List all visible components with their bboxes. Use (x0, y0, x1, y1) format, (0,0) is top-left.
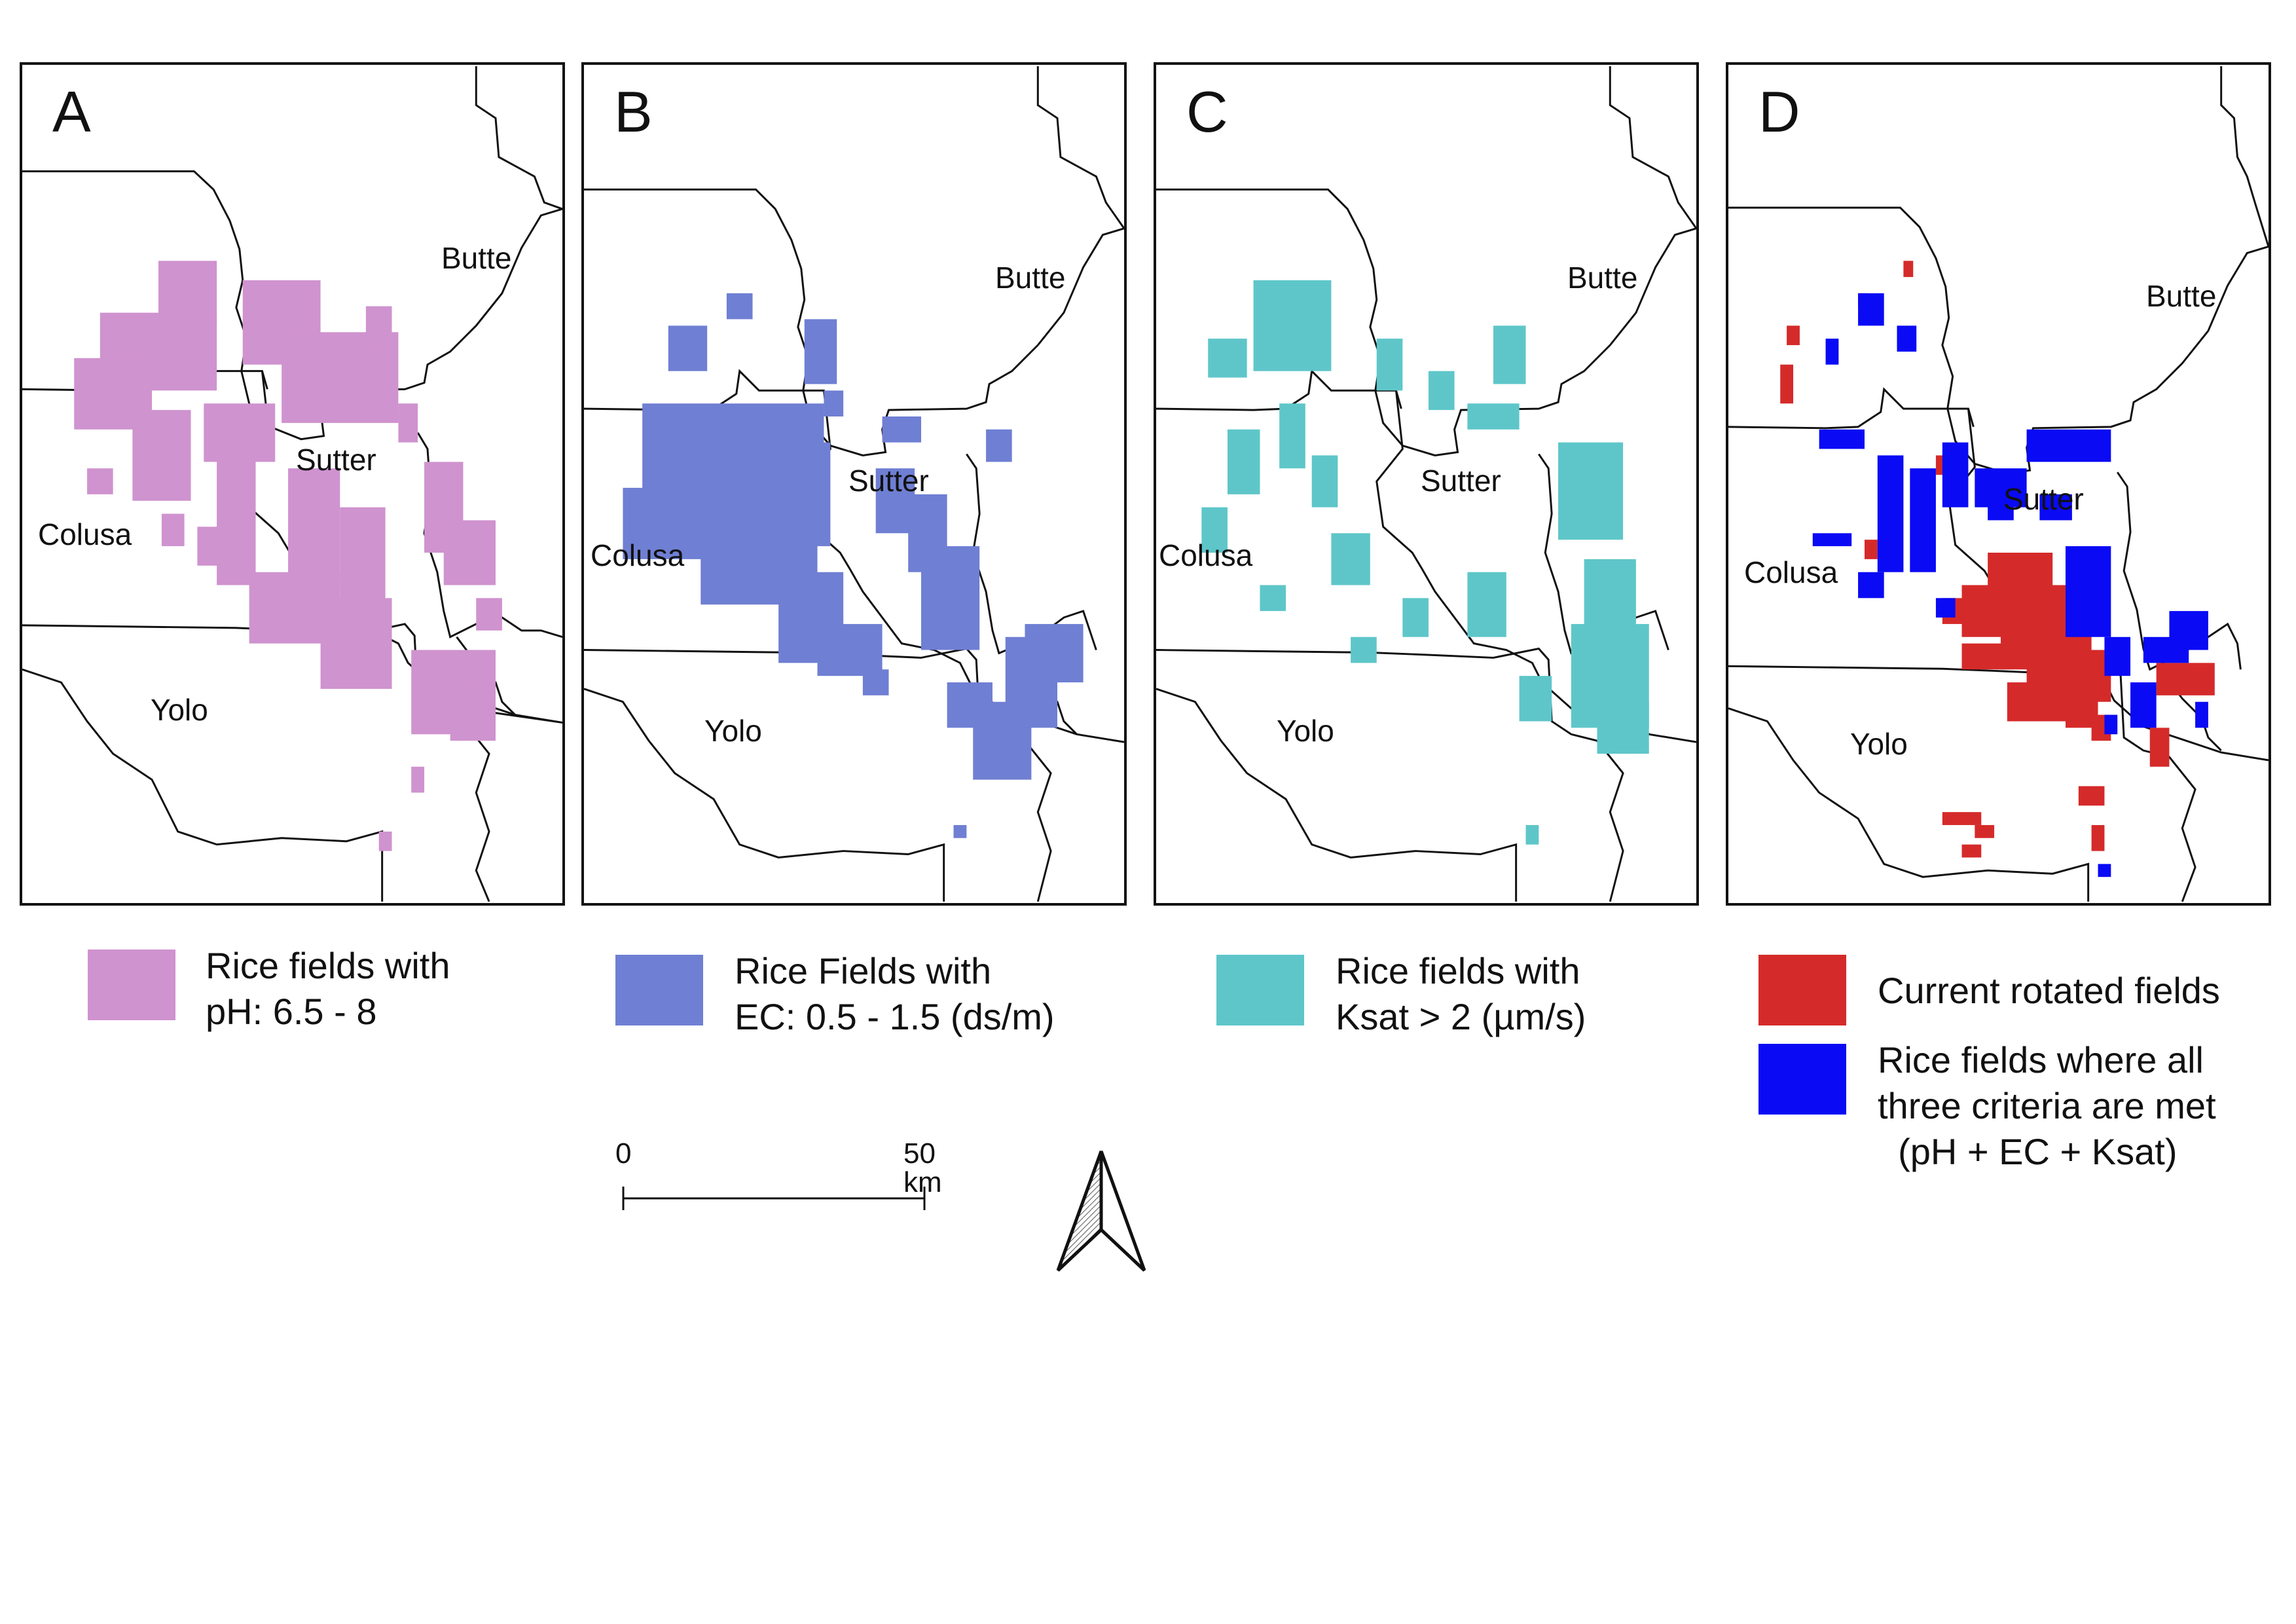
map-d-svg (1728, 66, 2269, 902)
legend-text-ksat-line1: Rice fields with (1336, 950, 1580, 991)
legend-swatch-ph (88, 950, 175, 1020)
map-b-svg (584, 66, 1124, 902)
scale-label-start: 0 (615, 1137, 632, 1170)
legend-text-rotated: Current rotated fields (1878, 970, 2220, 1011)
legend-swatch-rotated (1758, 955, 1846, 1025)
legend-text-criteria-line2: three criteria are met (1878, 1085, 2216, 1126)
county-label-yolo: Yolo (1277, 714, 1334, 748)
rice-fields-ec (623, 293, 1084, 838)
map-panel-c: C Butte Sutter Colusa Yolo (1154, 62, 1699, 906)
rice-fields-ksat (1201, 280, 1649, 845)
county-label-sutter: Sutter (848, 464, 929, 498)
panel-letter: A (52, 79, 91, 144)
county-label-sutter: Sutter (296, 443, 376, 477)
county-label-butte: Butte (1567, 261, 1638, 295)
county-label-colusa: Colusa (591, 538, 685, 572)
county-label-yolo: Yolo (151, 693, 208, 727)
county-label-butte: Butte (441, 241, 512, 275)
current-rotated-fields (1780, 261, 2215, 858)
county-label-sutter: Sutter (1421, 464, 1501, 498)
legend-text-ph-line1: Rice fields with (206, 945, 450, 986)
legend-text-ksat-line2: Ksat > 2 (µm/s) (1336, 996, 1586, 1037)
legend-swatch-ksat (1216, 955, 1304, 1025)
legend-swatch-criteria (1758, 1044, 1846, 1115)
county-label-colusa: Colusa (1744, 555, 1838, 589)
panel-letter: D (1758, 79, 1800, 144)
map-c-svg (1156, 66, 1696, 902)
county-label-colusa: Colusa (38, 517, 132, 551)
map-panel-a: A Butte Sutter Colusa Yolo (20, 62, 565, 906)
map-panel-d: D Butte Sutter Colusa Yolo (1726, 62, 2271, 906)
county-label-sutter: Sutter (2003, 482, 2084, 516)
scale-bar: 0 50 km (615, 1137, 942, 1218)
map-a-svg (22, 66, 562, 902)
county-label-yolo: Yolo (1850, 727, 1908, 761)
rice-fields-ph (74, 261, 502, 851)
legend-text-ph-line2: pH: 6.5 - 8 (206, 991, 377, 1032)
county-label-butte: Butte (2146, 279, 2217, 313)
scale-bar-line (622, 1187, 926, 1210)
county-label-butte: Butte (995, 261, 1066, 295)
county-label-colusa: Colusa (1159, 538, 1253, 572)
map-panel-b: B Butte Sutter Colusa Yolo (581, 62, 1127, 906)
panel-letter: B (614, 79, 653, 144)
legend-text-ec-line2: EC: 0.5 - 1.5 (ds/m) (735, 996, 1055, 1037)
legend-text-criteria-line3: (pH + EC + Ksat) (1878, 1131, 2178, 1172)
legend-text-criteria-line1: Rice fields where all (1878, 1039, 2204, 1080)
scale-label-end: 50 km (903, 1137, 942, 1198)
criteria-met-fields (1812, 293, 2208, 877)
legend-text-ec-line1: Rice Fields with (735, 950, 992, 991)
north-arrow-icon (1056, 1151, 1146, 1272)
panel-letter: C (1186, 79, 1228, 144)
legend-swatch-ec (615, 955, 703, 1025)
county-label-yolo: Yolo (704, 714, 762, 748)
